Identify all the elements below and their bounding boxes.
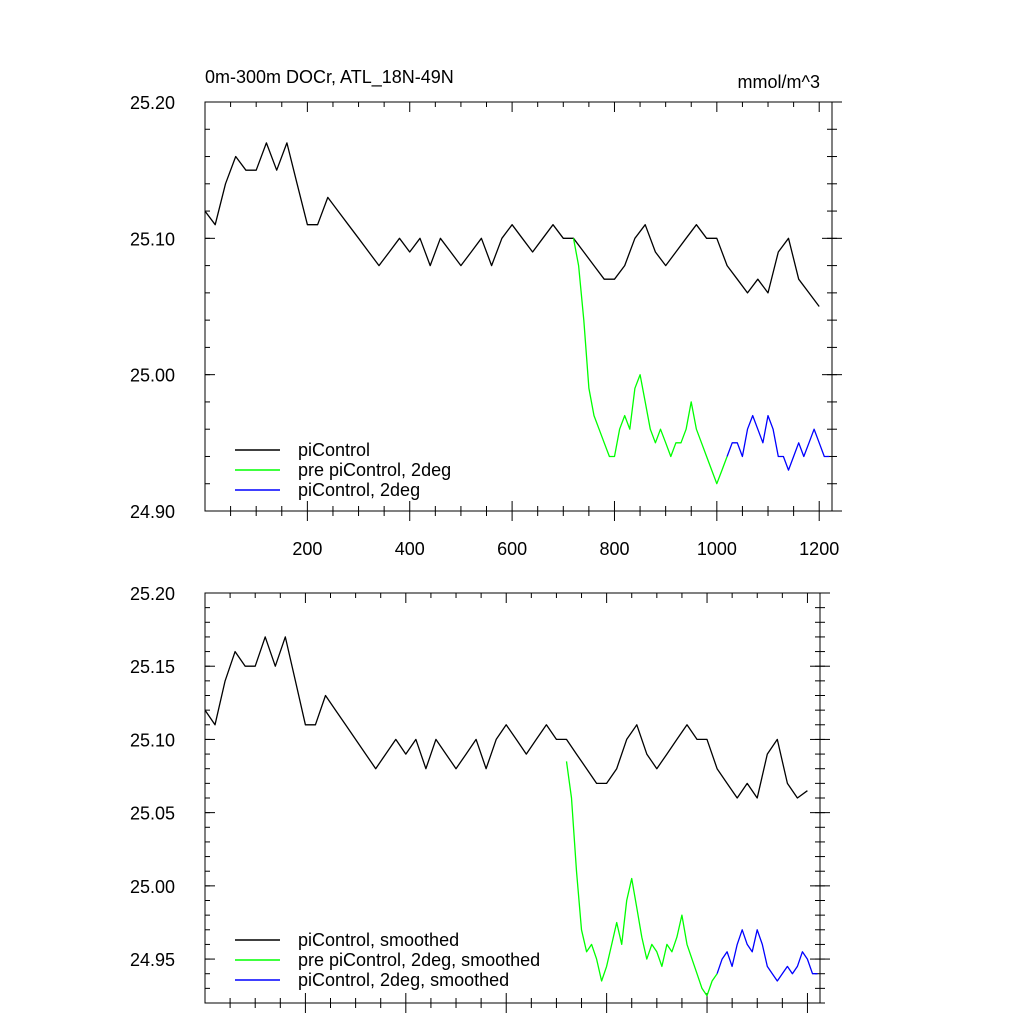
bottom-series-line-pre-picontrol-2deg-smoothed — [565, 761, 718, 997]
top-legend-label-pre-picontrol-2deg: pre piControl, 2deg — [298, 460, 451, 480]
bottom-legend-label-pre-picontrol-2deg-smoothed: pre piControl, 2deg, smoothed — [298, 950, 540, 970]
bottom-axis-ticks: 24.95 25.00 25.05 25.10 25.15 25.20 — [130, 584, 830, 1013]
top-x-tick-label: 800 — [599, 539, 629, 559]
top-series-group — [204, 142, 830, 485]
bottom-series-line-picontrol-2deg-smoothed — [716, 929, 818, 982]
top-series-line-picontrol — [204, 142, 820, 307]
top-series-line-pre-picontrol-2deg — [572, 238, 728, 485]
bottom-series-line-picontrol-smoothed — [204, 636, 808, 799]
top-plot-frame — [204, 101, 833, 512]
top-panel: 0m-300m DOCr, ATL_18N-49N mmol/m^3 200 40… — [130, 67, 842, 559]
top-y-tick-label: 25.00 — [130, 366, 175, 386]
top-legend-label-picontrol-2deg: piControl, 2deg — [298, 480, 420, 500]
top-legend-label-picontrol: piControl — [298, 440, 370, 460]
top-x-tick-label: 400 — [395, 539, 425, 559]
top-chart-units: mmol/m^3 — [738, 72, 820, 92]
top-y-tick-label: 25.20 — [130, 93, 175, 113]
bottom-y-tick-label: 24.95 — [130, 950, 175, 970]
top-chart-title: 0m-300m DOCr, ATL_18N-49N — [205, 67, 454, 88]
bottom-panel: 24.95 25.00 25.05 25.10 25.15 25.20 piControl… — [130, 584, 830, 1013]
top-x-tick-label: 200 — [292, 539, 322, 559]
bottom-legend-label-picontrol-2deg-smoothed: piControl, 2deg, smoothed — [298, 970, 509, 990]
bottom-y-tick-label: 25.10 — [130, 730, 175, 750]
top-x-tick-label: 600 — [497, 539, 527, 559]
bottom-series-group — [204, 636, 818, 997]
top-x-tick-label: 1200 — [799, 539, 839, 559]
bottom-y-tick-label: 25.05 — [130, 804, 175, 824]
bottom-y-tick-label: 25.15 — [130, 657, 175, 677]
bottom-y-tick-label: 25.00 — [130, 877, 175, 897]
top-x-tick-label: 1000 — [697, 539, 737, 559]
bottom-legend-label-picontrol-smoothed: piControl, smoothed — [298, 930, 459, 950]
top-axis-ticks: 200 400 600 800 1000 1200 24.90 25.00 25.10 25.20 — [130, 93, 842, 559]
top-series-line-picontrol-2deg — [726, 414, 830, 471]
bottom-y-tick-label: 25.20 — [130, 584, 175, 604]
top-y-tick-label: 24.90 — [130, 502, 175, 522]
top-y-tick-label: 25.10 — [130, 229, 175, 249]
